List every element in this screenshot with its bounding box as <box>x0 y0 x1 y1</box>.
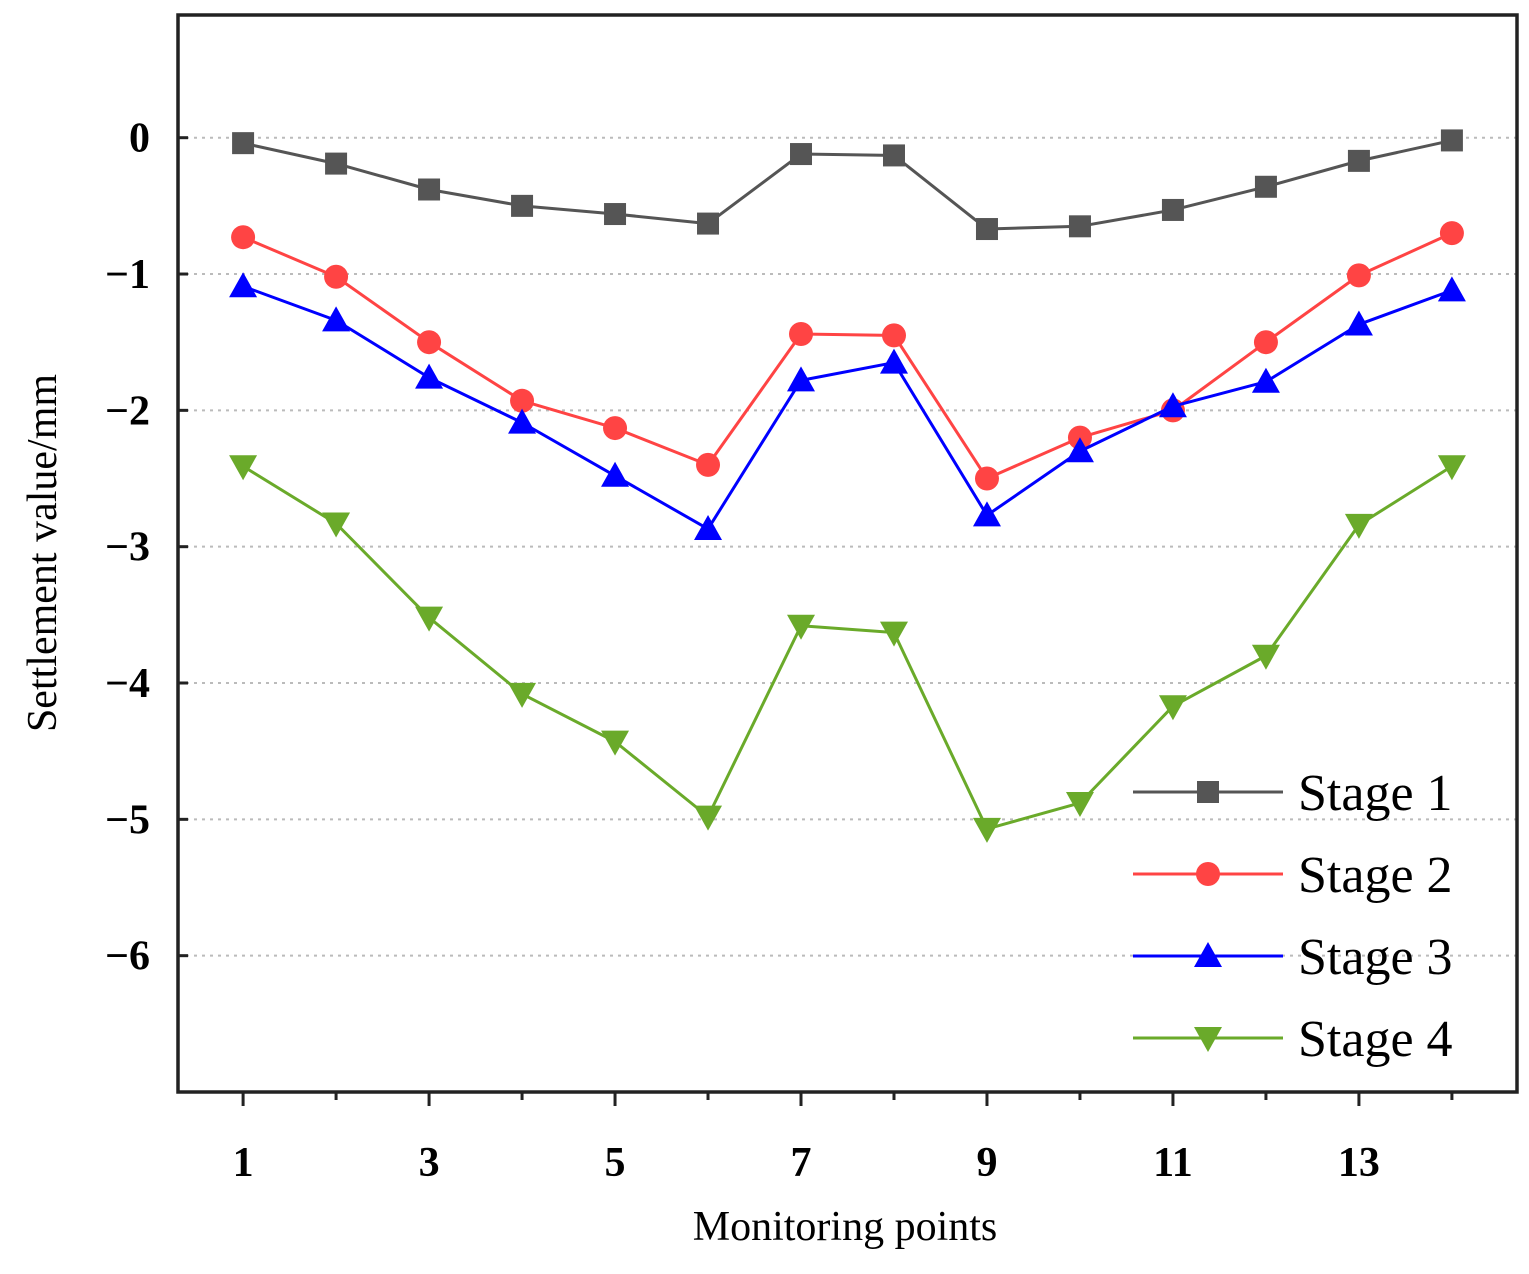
stage-1-point <box>1440 129 1463 152</box>
stage-3-point <box>229 272 258 298</box>
y-tick-label: 0 <box>129 116 150 162</box>
stage-1-point <box>975 218 998 241</box>
legend-stage-4-label: Stage 4 <box>1298 1011 1453 1068</box>
legend-stage-4-marker <box>1194 1027 1222 1052</box>
y-tick-label: −3 <box>105 525 150 571</box>
x-tick-label: 3 <box>419 1140 440 1186</box>
stage-1-point <box>1161 198 1184 221</box>
stage-1-point <box>511 194 534 217</box>
stage-4-point <box>1065 791 1094 817</box>
x-tick-label: 9 <box>976 1140 997 1186</box>
stage-3-point <box>1251 367 1280 393</box>
stage-3-point <box>508 408 537 434</box>
legend-stage-3-label: Stage 3 <box>1298 929 1453 986</box>
stage-4-point <box>879 621 908 647</box>
stage-3-point <box>972 501 1001 527</box>
stage-1-point <box>790 143 813 166</box>
stage-4-point <box>415 606 444 632</box>
x-tick-label: 13 <box>1338 1140 1380 1186</box>
legend-stage-2-label: Stage 2 <box>1298 847 1453 904</box>
stage-1-point <box>1347 149 1370 172</box>
stage-2-point <box>696 452 721 477</box>
stage-4-point <box>508 682 537 708</box>
stage-1-line <box>242 138 1453 231</box>
y-tick-label: −2 <box>105 388 150 434</box>
stage-3-point <box>415 363 444 389</box>
stage-2-point <box>324 264 349 289</box>
y-tick-label: −4 <box>105 661 150 707</box>
stage-1-point <box>604 203 627 226</box>
stage-2-point <box>603 416 628 441</box>
stage-4-point <box>229 455 258 481</box>
stage-1-point <box>697 212 720 235</box>
stage-1-point <box>1068 215 1091 238</box>
plot-frame <box>176 13 1519 1094</box>
stage-3-line <box>242 284 1453 531</box>
stage-4-point <box>1344 513 1373 539</box>
stage-1-point <box>325 152 348 175</box>
x-tick-label: 5 <box>605 1140 626 1186</box>
stage-2-point <box>510 388 535 413</box>
stage-3-point <box>879 348 908 374</box>
stage-3-point <box>1158 392 1187 418</box>
stage-3-point <box>694 514 723 540</box>
stage-4-point <box>694 805 723 831</box>
legend-stage-1-label: Stage 1 <box>1298 765 1453 822</box>
stage-3-point <box>1065 437 1094 463</box>
grid-lines <box>178 136 1517 957</box>
stage-4-point <box>1158 695 1187 721</box>
y-axis-title: Settlement value/mm <box>20 374 66 732</box>
stage-3-point <box>787 366 816 392</box>
stage-3-point <box>1344 310 1373 336</box>
stage-2-point <box>881 323 906 348</box>
stage-2-point <box>231 225 256 250</box>
stage-3-point <box>601 461 630 487</box>
axis-ticks: 0−1−2−3−4−5−61 3 5 7 9 11 13 <box>105 116 1454 1186</box>
x-tick-label: 11 <box>1153 1140 1193 1186</box>
stage-4-point <box>1251 644 1280 670</box>
stage-2-point <box>974 466 999 491</box>
legend-stage-3-marker <box>1194 942 1222 967</box>
x-axis-title: Monitoring points <box>693 1204 998 1250</box>
stage-4-line <box>242 464 1453 831</box>
stage-2-line <box>242 231 1453 481</box>
stage-3-point <box>1437 276 1466 302</box>
legend-stage-1-marker <box>1197 781 1219 803</box>
stage-2-point <box>1346 263 1371 288</box>
x-tick-label: 1 <box>233 1140 254 1186</box>
stage-2-point <box>789 322 814 347</box>
stage-1-point <box>232 132 255 155</box>
y-tick-label: −5 <box>105 797 150 843</box>
legend: Stage 1 Stage 2 Stage 3 Stage 4 <box>1133 765 1453 1068</box>
stage-4-point <box>322 512 351 538</box>
stage-4-point <box>787 614 816 640</box>
x-tick-label: 7 <box>791 1140 812 1186</box>
stage-4-point <box>601 730 630 756</box>
stage-1-point <box>418 178 441 201</box>
stage-2-point <box>1439 221 1464 246</box>
stage-4-point <box>972 817 1001 843</box>
y-tick-label: −6 <box>105 934 150 980</box>
stage-2-point <box>1253 330 1278 355</box>
y-tick-label: −1 <box>105 252 150 298</box>
stage-1-point <box>882 144 905 167</box>
stage-2-point <box>417 330 442 355</box>
stage-1-point <box>1254 175 1277 198</box>
stage-3-point <box>322 306 351 332</box>
series-layer <box>229 129 1466 843</box>
legend-stage-2-marker <box>1196 862 1220 886</box>
stage-4-point <box>1437 455 1466 481</box>
